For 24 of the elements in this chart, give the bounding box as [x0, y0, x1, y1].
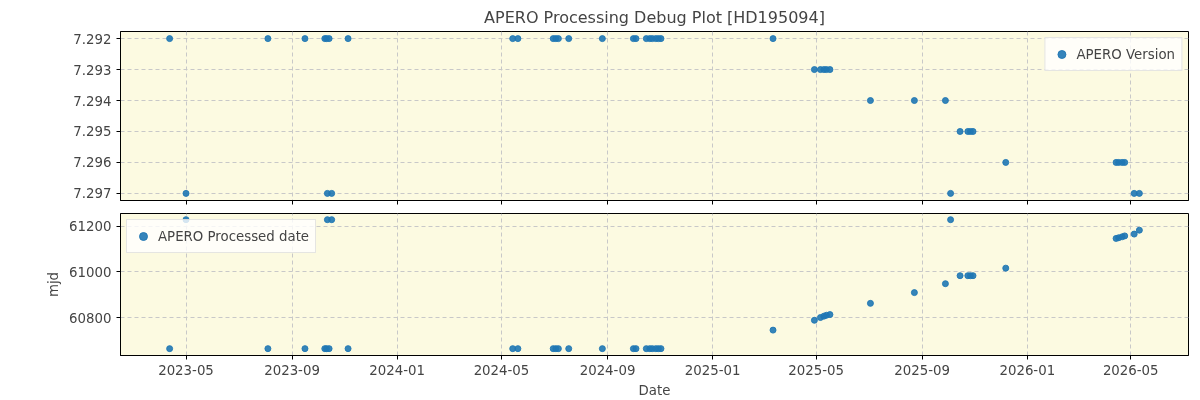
- x-tick-label: 2023-05: [158, 362, 214, 378]
- x-tick-label: 2025-01: [684, 362, 741, 378]
- y-tick-label: 7.292: [73, 31, 112, 47]
- x-axis-title: Date: [638, 382, 671, 398]
- y-tick-label: 7.296: [73, 155, 112, 171]
- x-tick-label: 2024-05: [473, 362, 530, 378]
- x-tick-label: 2026-01: [999, 362, 1056, 378]
- y-tick-label: 61200: [69, 219, 112, 235]
- chart-title: APERO Processing Debug Plot [HD195094]: [484, 7, 825, 27]
- y-tick-label: 61000: [69, 264, 112, 280]
- legend-label: APERO Processed date: [158, 228, 310, 244]
- legend-label: APERO Version: [1076, 46, 1175, 62]
- x-tick-label: 2024-01: [369, 362, 426, 378]
- x-tick-label: 2023-09: [264, 362, 320, 378]
- y-tick-label: 7.293: [73, 62, 112, 78]
- y-tick-label: 60800: [69, 310, 112, 326]
- y-tick-label: 7.297: [73, 186, 112, 202]
- x-tick-label: 2025-05: [788, 362, 844, 378]
- y-tick-label: 7.294: [73, 93, 112, 109]
- x-tick-label: 2024-09: [579, 362, 636, 378]
- y-axis-title: mjd: [46, 271, 62, 298]
- x-tick-label: 2025-09: [894, 362, 951, 378]
- y-tick-label: 7.295: [73, 124, 112, 140]
- x-tick-label: 2026-05: [1102, 362, 1159, 378]
